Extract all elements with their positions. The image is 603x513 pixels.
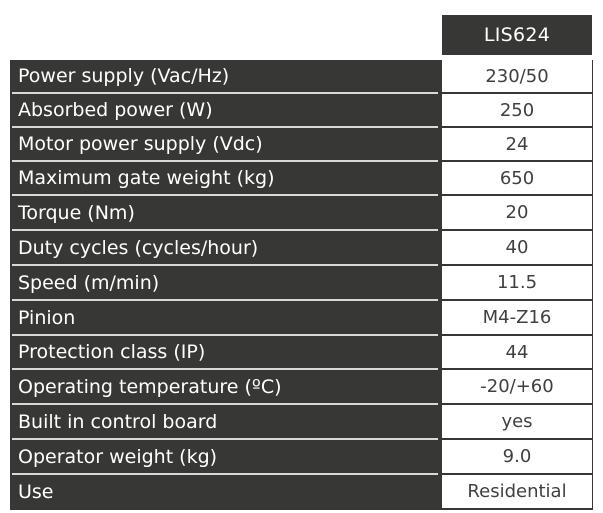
table-row: Motor power supply (Vdc) 24 — [10, 128, 593, 160]
table-row: Protection class (IP) 44 — [10, 336, 593, 368]
row-value: Residential — [442, 475, 592, 508]
row-label: Pinion — [18, 306, 76, 329]
row-divider — [12, 473, 438, 475]
row-divider — [12, 194, 438, 196]
table-row: Built in control board yes — [10, 405, 593, 438]
row-label: Maximum gate weight (kg) — [18, 167, 275, 189]
row-value: 20 — [442, 196, 592, 229]
row-divider — [12, 299, 438, 301]
table-row: Speed (m/min) 11.5 — [10, 266, 593, 299]
row-divider — [12, 264, 438, 266]
table-row: Operating temperature (ºC) -20/+60 — [10, 370, 593, 403]
row-value: 250 — [442, 94, 592, 126]
row-value: 650 — [442, 162, 592, 194]
row-label: Absorbed power (W) — [18, 99, 213, 121]
row-value: 24 — [442, 128, 592, 160]
table-row: Maximum gate weight (kg) 650 — [10, 162, 593, 194]
row-value: -20/+60 — [442, 370, 592, 403]
table-row: Use Residential — [10, 475, 593, 508]
table-row: Power supply (Vac/Hz) 230/50 — [10, 60, 593, 92]
row-label: Motor power supply (Vdc) — [18, 133, 263, 155]
row-label: Duty cycles (cycles/hour) — [18, 236, 259, 259]
row-divider — [12, 160, 438, 162]
row-label: Use — [18, 480, 54, 503]
row-divider — [12, 368, 438, 370]
spec-table: Power supply (Vac/Hz) 230/50 Absorbed po… — [10, 60, 593, 510]
row-label: Protection class (IP) — [18, 341, 206, 363]
row-value: 11.5 — [442, 266, 592, 299]
row-value: 44 — [442, 336, 592, 368]
model-header: LIS624 — [442, 15, 592, 55]
row-label: Power supply (Vac/Hz) — [18, 65, 230, 87]
row-value: M4-Z16 — [442, 301, 592, 334]
row-label: Operator weight (kg) — [18, 445, 218, 468]
row-divider — [12, 229, 438, 231]
row-label: Built in control board — [18, 410, 218, 433]
table-row: Absorbed power (W) 250 — [10, 94, 593, 126]
table-row: Operator weight (kg) 9.0 — [10, 440, 593, 473]
row-label: Speed (m/min) — [18, 271, 160, 294]
row-value: 40 — [442, 231, 592, 264]
row-value: 230/50 — [442, 60, 592, 92]
row-divider — [12, 334, 438, 336]
row-label: Torque (Nm) — [18, 201, 135, 224]
row-divider — [12, 92, 438, 94]
row-label: Operating temperature (ºC) — [18, 375, 282, 398]
table-row: Torque (Nm) 20 — [10, 196, 593, 229]
table-row: Pinion M4-Z16 — [10, 301, 593, 334]
table-row: Duty cycles (cycles/hour) 40 — [10, 231, 593, 264]
row-value: 9.0 — [442, 440, 592, 473]
row-value: yes — [442, 405, 592, 438]
row-divider — [12, 403, 438, 405]
row-divider — [12, 126, 438, 128]
row-divider — [12, 438, 438, 440]
